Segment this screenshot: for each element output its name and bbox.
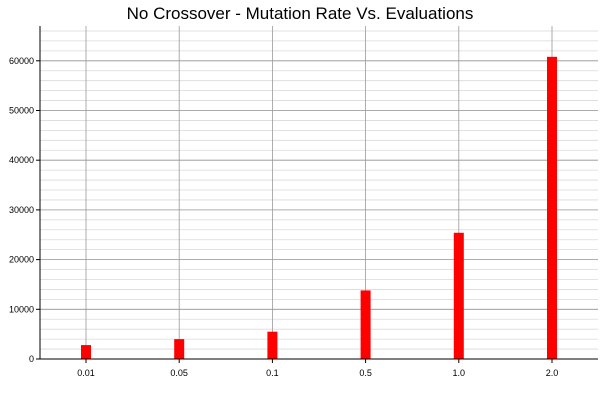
y-tick-label: 60000 (9, 56, 34, 66)
x-tick-label: 0.5 (359, 368, 372, 378)
x-ticks: 0.01 0.05 0.1 0.5 1.0 2.0 (77, 359, 558, 378)
major-gridlines (40, 60, 598, 360)
bar-0.1 (267, 331, 278, 359)
bar-0.5 (360, 290, 371, 359)
bar-1.0 (453, 232, 464, 359)
bar-0.05 (174, 339, 185, 359)
y-ticks: 0 10000 20000 30000 40000 50000 60000 (9, 56, 40, 364)
bars (81, 56, 557, 359)
bar-0.01 (81, 345, 91, 359)
chart-title: No Crossover - Mutation Rate Vs. Evaluat… (126, 4, 474, 23)
y-tick-label: 30000 (9, 205, 34, 215)
y-tick-label: 40000 (9, 155, 34, 165)
x-tick-label: 0.01 (77, 368, 95, 378)
y-tick-label: 0 (29, 354, 34, 364)
x-tick-label: 1.0 (453, 368, 466, 378)
bar-2.0 (547, 56, 557, 359)
y-tick-label: 20000 (9, 255, 34, 265)
x-tick-label: 2.0 (546, 368, 559, 378)
x-tick-label: 0.1 (266, 368, 279, 378)
axes (39, 26, 598, 360)
y-tick-label: 50000 (9, 105, 34, 115)
y-tick-label: 10000 (9, 304, 34, 314)
x-tick-label: 0.05 (170, 368, 188, 378)
minor-gridlines (40, 30, 598, 360)
